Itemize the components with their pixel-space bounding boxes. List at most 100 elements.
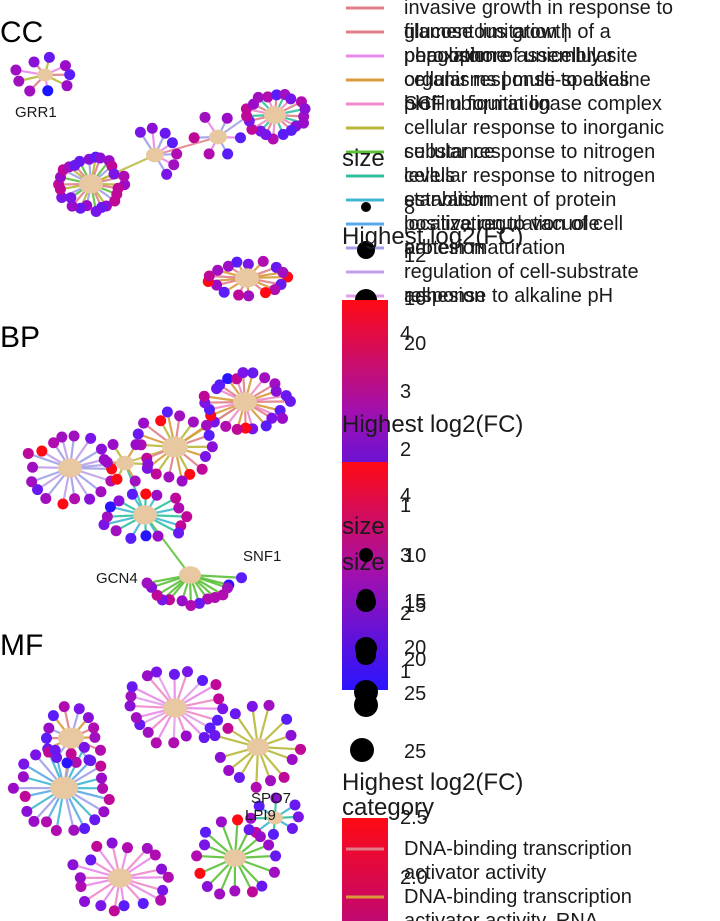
gene-node-61 [252,91,264,103]
gene-node-291 [141,842,153,854]
mf-category-label-0: DNA-binding transcription [404,838,632,860]
gene-node-205 [19,790,31,802]
cc-category-label-1: population of unicellular [404,45,614,67]
gene-node-253 [286,822,298,834]
cc-fc-tick-2: 2 [400,439,411,461]
gene-node-235 [210,679,222,691]
cc-fc-tick-4: 4 [400,323,411,345]
mf-size-tick-1: 15 [404,595,426,617]
cc-size-key-1 [361,202,371,212]
gene-node-107 [270,385,282,397]
cc-category-label-1: filamentous growth of a [404,21,612,43]
gene-node-242 [233,772,245,784]
gene-node-111 [196,463,208,475]
cc-category-label-1: biofilm formation [404,93,551,115]
gene-node-37 [203,148,215,160]
gene-node-276 [162,871,174,883]
gene-node-248 [246,700,258,712]
gene-node-145 [142,458,154,470]
cc-category-label-0: glucose limitation | [404,21,568,43]
gene-node-207 [17,771,29,783]
gene-node-0 [64,69,76,81]
cc-category-label-5: cellular response to inorganic [404,117,664,139]
gene-node-230 [141,670,153,682]
gene-node-252 [292,811,304,823]
gene-node-30 [94,152,106,164]
gene-node-272 [232,814,244,826]
mf-size-key-3 [354,693,378,717]
gene-node-79 [222,260,234,272]
gene-node-239 [278,771,290,783]
category-node [50,776,78,800]
gene-node-206 [7,782,19,794]
bp-size-tick-4: 25 [404,683,426,705]
mf-fc-tick-2: 2.0 [400,867,428,889]
gene-node-109 [206,441,218,453]
gene-node-27 [74,155,86,167]
category-node [247,738,269,756]
gene-node-264 [229,885,241,897]
gene-node-282 [95,900,107,912]
category-node [58,727,84,749]
gene-node-70 [269,284,281,296]
gene-node-67 [299,103,311,115]
gene-node-196 [103,793,115,805]
gene-node-110 [199,451,211,463]
gene-node-278 [155,894,167,906]
gene-node-181 [89,731,101,743]
category-node [79,174,103,194]
gene-node-72 [243,290,255,302]
gene-node-256 [245,812,257,824]
gene-node-91 [240,422,252,434]
gene-node-274 [254,831,266,843]
category-node [108,868,132,888]
gene-node-44 [166,137,178,149]
mf-size-key-2 [356,645,376,665]
gene-node-270 [200,826,212,838]
gene-node-73 [233,289,245,301]
cc-size-tick-3: 16 [404,288,426,310]
gene-node-155 [140,530,152,542]
cc-category-legend: invasive growth in response to glucose li… [346,0,673,307]
gene-node-220 [198,732,210,744]
gene-node-263 [246,886,258,898]
gene-node-257 [253,800,265,812]
gene-node-141 [68,430,80,442]
gene-node-163 [140,488,152,500]
gene-node-266 [201,880,213,892]
gene-node-190 [47,710,59,722]
gene-node-236 [213,693,225,705]
gene-node-185 [61,757,73,769]
gene-node-104 [247,367,259,379]
gene-node-40 [221,112,233,124]
gene-node-8 [59,60,71,72]
gene-node-245 [209,730,221,742]
gene-node-164 [151,489,163,501]
panel-label-mf: MF [0,629,43,662]
gene-node-200 [68,824,80,836]
gene-node-194 [88,722,100,734]
gene-label-lpi9: LPI9 [245,807,276,824]
gene-node-237 [295,743,307,755]
gene-node-275 [263,839,275,851]
gene-node-178 [151,589,163,601]
gene-node-238 [286,753,298,765]
gene-node-228 [125,690,137,702]
gene-node-43 [159,127,171,139]
gene-node-260 [270,850,282,862]
gene-node-105 [259,372,271,384]
gene-node-261 [268,866,280,878]
gene-node-286 [67,859,79,871]
category-node [163,698,187,718]
gene-node-2 [42,85,54,97]
gene-node-241 [250,781,262,793]
gene-node-149 [107,439,119,451]
gene-node-212 [65,748,77,760]
gene-node-268 [191,850,203,862]
gene-node-114 [163,471,175,483]
gene-node-88 [266,412,278,424]
gene-node-5 [10,64,22,76]
gene-node-15 [90,206,102,218]
gene-node-74 [218,286,230,298]
